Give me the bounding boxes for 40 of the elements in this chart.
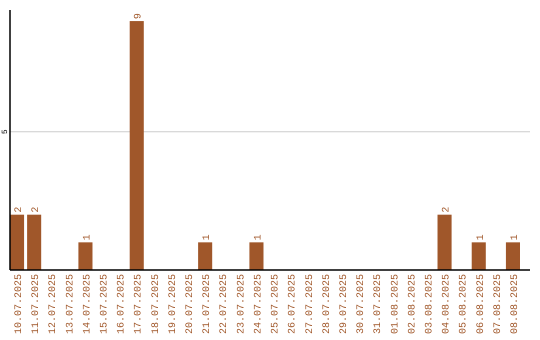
x-tick-label: 17.07.2025 [134, 274, 145, 334]
x-tick-label: 31.07.2025 [373, 274, 384, 334]
x-tick-label: 21.07.2025 [202, 274, 214, 334]
x-tick-label: 19.07.2025 [168, 274, 179, 334]
x-tick-label: 03.08.2025 [424, 274, 436, 334]
data-label: 1 [476, 234, 487, 240]
data-label: 2 [31, 206, 42, 213]
data-label: 1 [82, 234, 94, 240]
x-tick-label: 02.08.2025 [407, 274, 418, 334]
x-tick-label: 22.07.2025 [219, 274, 230, 334]
x-tick-label: 27.07.2025 [304, 274, 316, 334]
data-label: 1 [202, 234, 214, 240]
data-label: 1 [253, 234, 264, 240]
x-tick-label: 04.08.2025 [442, 274, 453, 334]
x-tick-label: 29.07.2025 [338, 274, 350, 334]
x-tick-label: 24.07.2025 [253, 274, 264, 334]
x-tick-label: 16.07.2025 [116, 274, 128, 334]
x-tick-label: 20.07.2025 [185, 274, 196, 334]
data-label: 9 [134, 13, 145, 20]
x-tick-label: 10.07.2025 [14, 274, 26, 334]
x-tick-label: 08.08.2025 [510, 274, 521, 334]
x-tick-label: 18.07.2025 [150, 274, 162, 334]
x-tick-label: 12.07.2025 [48, 274, 60, 334]
data-label: 2 [14, 206, 26, 213]
data-label: 1 [510, 234, 521, 240]
x-tick-label: 23.07.2025 [236, 274, 248, 334]
y-tick-label: 5 [1, 129, 10, 134]
x-tick-label: 13.07.2025 [65, 274, 76, 334]
x-tick-label: 25.07.2025 [270, 274, 282, 334]
x-tick-label: 11.07.2025 [31, 274, 42, 334]
x-tick-label: 01.08.2025 [390, 274, 402, 334]
x-tick-label: 15.07.2025 [100, 274, 111, 334]
x-tick-label: 30.07.2025 [356, 274, 368, 334]
data-label: 2 [442, 206, 453, 213]
x-tick-label: 14.07.2025 [82, 274, 94, 334]
x-tick-label: 07.08.2025 [492, 274, 504, 334]
x-tick-label: 26.07.2025 [288, 274, 299, 334]
x-tick-label: 06.08.2025 [476, 274, 487, 334]
x-tick-label: 05.08.2025 [458, 274, 470, 334]
x-tick-label: 28.07.2025 [322, 274, 333, 334]
